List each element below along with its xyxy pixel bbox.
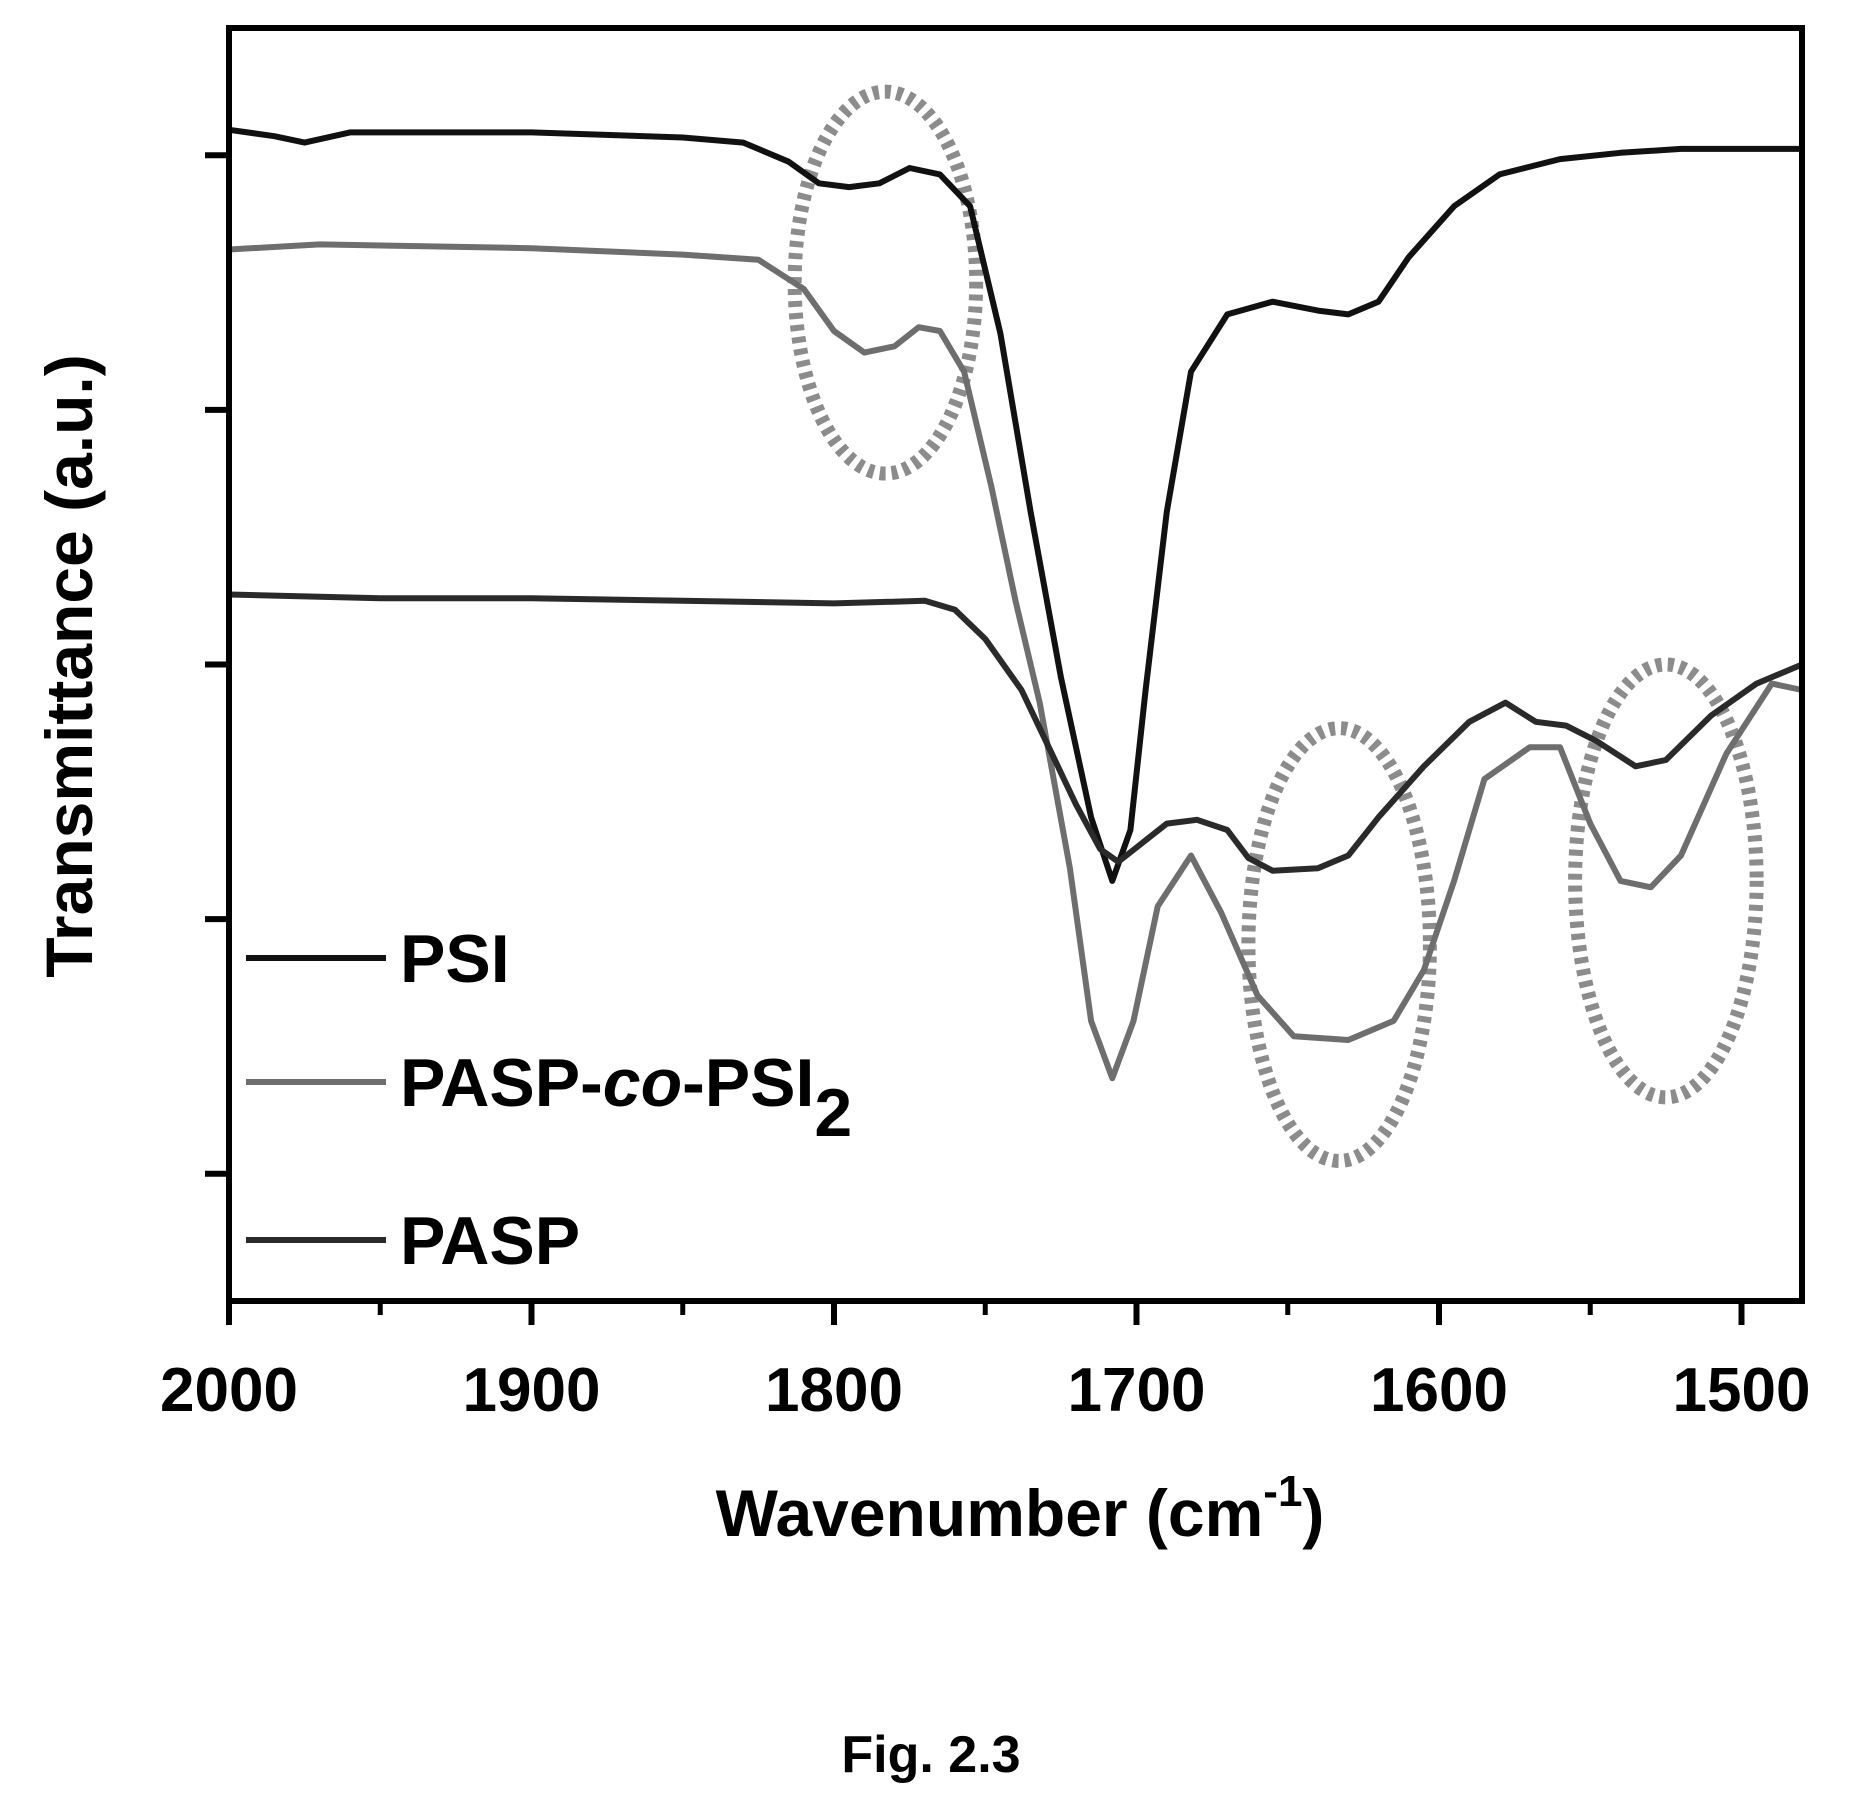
legend-label-part-1: PASP- — [400, 1045, 603, 1121]
legend-label-pasp: PASP — [400, 1203, 580, 1279]
plot-series — [226, 126, 1805, 1082]
x-tick-label: 1700 — [1068, 1356, 1206, 1425]
legend-label-psi: PSI — [400, 921, 510, 997]
x-axis-title-close: ) — [1302, 1476, 1324, 1550]
x-tick-label: 2000 — [160, 1356, 298, 1425]
x-axis-ticks: 2000 1900 1800 1700 1600 1500 — [160, 1301, 1810, 1425]
y-axis-ticks — [205, 152, 229, 1177]
legend-label-part-2: co — [603, 1045, 682, 1121]
x-axis-title-main: Wavenumber (cm — [716, 1476, 1264, 1550]
annotations — [787, 84, 1764, 1168]
x-axis-title: Wavenumber (cm-1) — [716, 1467, 1325, 1550]
series-line-pasp-co-psi2 — [226, 241, 1805, 1082]
y-axis-title: Transmittance (a.u.) — [32, 354, 106, 978]
legend-label-pasp-co-psi2: PASP-co-PSI2 — [400, 1045, 852, 1151]
x-tick-label: 1600 — [1370, 1356, 1508, 1425]
legend-label-part-3: -PSI — [682, 1045, 814, 1121]
highlight-ellipse-3 — [1568, 657, 1764, 1105]
legend: PSI PASP-co-PSI2 PASP — [246, 921, 852, 1279]
x-tick-label: 1900 — [463, 1356, 601, 1425]
x-tick-label: 1800 — [765, 1356, 903, 1425]
series-line-pasp — [226, 591, 1805, 874]
x-tick-label: 1500 — [1673, 1356, 1811, 1425]
legend-label-subscript: 2 — [814, 1075, 852, 1151]
x-axis-title-superscript: -1 — [1263, 1467, 1302, 1516]
figure-caption: Fig. 2.3 — [841, 1726, 1020, 1784]
highlight-ellipse-1 — [787, 84, 984, 481]
